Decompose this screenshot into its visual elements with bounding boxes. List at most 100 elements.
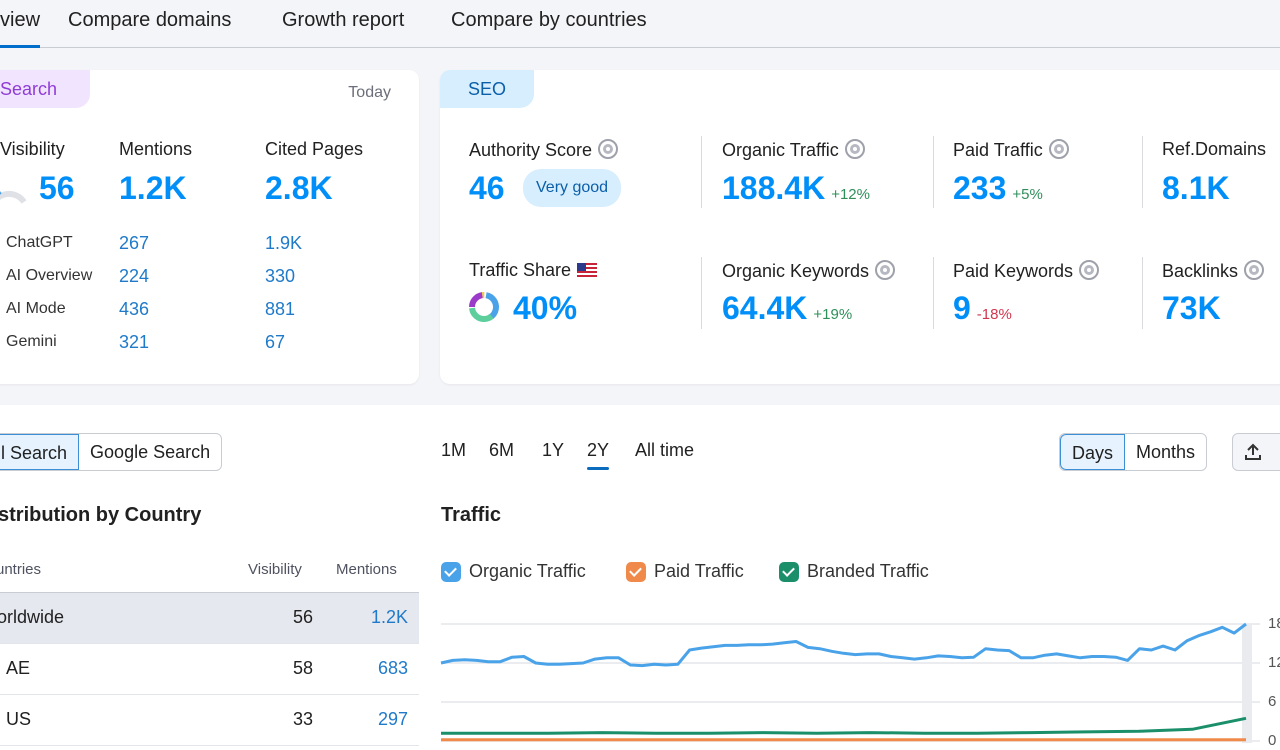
tab-compare-domains[interactable]: Compare domains [68,9,232,31]
table-header-divider [0,592,419,593]
country-cell: US [6,709,32,729]
google-search-toggle-button[interactable]: Google Search [90,442,211,462]
column-header-visibility[interactable]: Visibility [248,561,302,578]
series-line-organic-traffic[interactable] [440,622,1247,668]
source-mentions[interactable]: 224 [119,266,150,286]
ref-domains-value[interactable]: 8.1K [1162,170,1230,206]
y-tick-label: 18 [1268,615,1280,632]
range-2y[interactable]: 2Y [587,440,610,470]
traffic-line-chart[interactable] [0,405,1280,750]
country-cell: AE [6,658,31,678]
backlinks-label: Backlinks [1162,260,1265,282]
ref-domains-label: Ref.Domains [1162,139,1267,159]
divider [701,136,702,208]
authority-score-badge: Very good [523,169,622,207]
tab-compare-by-countries[interactable]: Compare by countries [451,9,647,31]
organic-traffic-number: 188.4K [722,170,826,206]
source-name: Gemini [6,333,57,350]
table-row[interactable]: US 33 297 [0,695,419,746]
mentions-cell[interactable]: 297 [377,709,408,729]
info-icon[interactable] [1244,260,1265,280]
seo-tab[interactable]: SEO [440,70,534,108]
range-1y[interactable]: 1Y [542,440,565,460]
info-icon[interactable] [1048,139,1069,159]
range-1m[interactable]: 1M [441,440,467,460]
organic-keywords-value[interactable]: 64.4K +19% [722,290,852,327]
source-mentions[interactable]: 267 [119,233,150,253]
divider [1142,136,1143,208]
organic-traffic-label: Organic Traffic [722,139,865,161]
paid-keywords-label-text: Paid Keywords [953,261,1074,281]
tab-growth-report[interactable]: Growth report [282,9,405,31]
divider [1142,257,1143,329]
visibility-label: Visibility [0,139,65,159]
paid-keywords-number: 9 [953,290,971,326]
export-button[interactable] [1232,433,1280,471]
ai-search-toggle-button[interactable]: l Search [0,434,80,470]
table-row[interactable]: AE 58 683 [0,644,419,695]
column-header-mentions[interactable]: Mentions [336,561,397,578]
mentions-label: Mentions [119,139,193,159]
paid-traffic-number: 233 [953,170,1007,206]
divider [933,136,934,208]
authority-score-label: Authority Score [469,139,619,161]
source-cited-pages[interactable]: 330 [265,266,296,286]
divider [701,257,702,329]
mentions-cell[interactable]: 683 [377,658,408,678]
paid-traffic-label: Paid Traffic [953,139,1069,161]
visibility-gauge-icon [0,190,27,204]
hover-indicator [1242,624,1252,743]
range-6m[interactable]: 6M [489,440,515,460]
source-cited-pages[interactable]: 881 [265,299,296,319]
legend-branded-traffic[interactable]: Branded Traffic [779,561,929,582]
mentions-cell[interactable]: 1.2K [370,607,408,627]
legend-label: Branded Traffic [807,561,929,581]
mentions-value[interactable]: 1.2K [119,170,187,206]
checkbox-checked-icon[interactable] [441,561,461,582]
date-label: Today [348,84,391,101]
traffic-share-value[interactable]: 40% [513,290,578,326]
info-icon[interactable] [844,139,865,159]
range-all-time[interactable]: All time [635,440,695,460]
authority-score-value[interactable]: 46 [469,170,505,206]
table-row[interactable]: orldwide 56 1.2K [0,593,419,644]
cited-pages-value[interactable]: 2.8K [265,170,333,206]
source-mentions[interactable]: 321 [119,332,150,352]
months-button[interactable]: Months [1136,442,1196,462]
traffic-chart-title: Traffic [441,504,502,526]
paid-traffic-label-text: Paid Traffic [953,140,1043,160]
info-icon[interactable] [875,260,896,280]
ai-search-tab[interactable]: Search [0,70,90,108]
checkbox-checked-icon[interactable] [626,561,646,582]
info-icon[interactable] [1079,260,1100,280]
backlinks-value[interactable]: 73K [1162,290,1221,326]
cited-pages-label: Cited Pages [265,139,364,159]
paid-keywords-value[interactable]: 9 -18% [953,290,1012,327]
y-tick-label: 12 [1268,654,1280,671]
source-cited-pages[interactable]: 1.9K [265,233,303,253]
paid-traffic-value[interactable]: 233 +5% [953,170,1043,207]
source-name: ChatGPT [6,234,73,251]
checkbox-checked-icon[interactable] [779,561,799,582]
source-cited-pages[interactable]: 67 [265,332,286,352]
backlinks-label-text: Backlinks [1162,261,1239,281]
country-cell: orldwide [0,607,65,627]
organic-traffic-value[interactable]: 188.4K +12% [722,170,870,207]
authority-score-label-text: Authority Score [469,140,593,160]
paid-traffic-delta: +5% [1012,186,1043,203]
source-name: AI Mode [6,300,66,317]
column-header-countries[interactable]: untries [0,561,42,578]
legend-organic-traffic[interactable]: Organic Traffic [441,561,586,582]
days-button[interactable]: Days [1060,434,1126,470]
legend-paid-traffic[interactable]: Paid Traffic [626,561,744,582]
upload-icon [1245,443,1261,460]
organic-keywords-number: 64.4K [722,290,808,326]
tab-overview[interactable]: view [0,7,41,48]
series-line-branded-traffic[interactable] [441,716,1247,735]
traffic-share-donut-icon [469,292,499,322]
organic-keywords-label: Organic Keywords [722,260,896,282]
y-tick-label: 0 [1268,732,1277,749]
info-icon[interactable] [598,139,619,159]
organic-traffic-label-text: Organic Traffic [722,140,839,160]
source-mentions[interactable]: 436 [119,299,150,319]
